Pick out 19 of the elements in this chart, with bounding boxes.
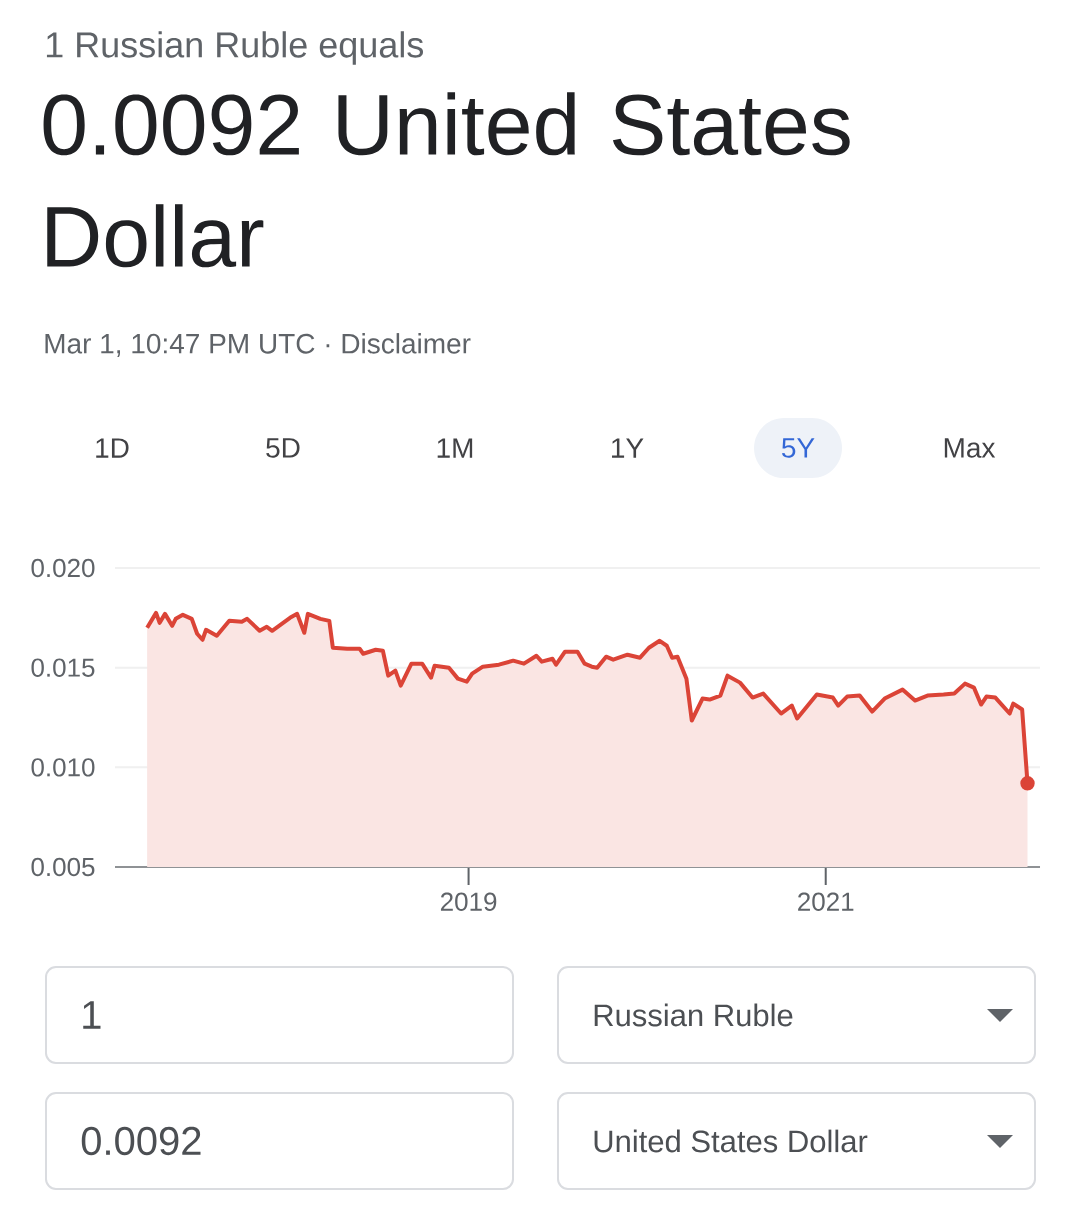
y-tick-label: 0.020 — [31, 558, 95, 578]
text: 5Y — [782, 438, 815, 458]
y-tick-label: 0.010 — [31, 758, 95, 777]
chart-title: 1 Russian Ruble equals — [46, 31, 424, 65]
text: United States Dollar — [594, 1129, 868, 1153]
text: 5D — [266, 438, 300, 458]
text: Mar 1, 10:47 PM UTC · Disclaimer — [45, 333, 471, 357]
x-tick-label: 2019 — [440, 892, 497, 911]
y-tick-label: 0.015 — [31, 658, 95, 677]
text: 1 — [83, 1001, 101, 1029]
text: 1M — [437, 438, 473, 458]
text: Max — [944, 438, 996, 458]
text: 0.0092 — [81, 1126, 201, 1156]
chart-subtitle: 0.0092 United States Dollar — [43, 92, 850, 268]
text: Russian Ruble — [594, 1003, 793, 1027]
y-tick-label: 0.005 — [31, 857, 95, 877]
text: 1D — [96, 438, 129, 458]
text: 1Y — [612, 438, 644, 458]
x-tick-label: 2021 — [798, 892, 854, 911]
